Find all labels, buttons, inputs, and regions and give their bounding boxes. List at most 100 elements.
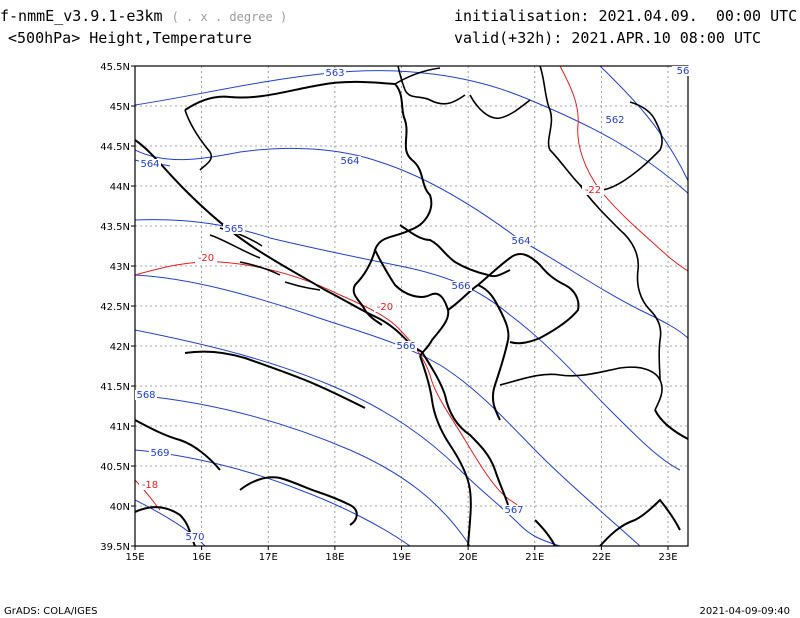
- lon-tick-label: 18E: [325, 552, 344, 563]
- lon-tick-label: 23E: [658, 552, 677, 563]
- contour-564: [135, 147, 688, 339]
- latitude-ticks: 39.5N 40N 40.5N 41N 41.5N 42N 42.5N 43N 43.5N 44N…: [100, 62, 135, 553]
- croatia-bosnia-border: [184, 80, 433, 326]
- dalmatian-islands: [209, 227, 321, 291]
- contour-563: [135, 70, 688, 194]
- macedonia-border: [499, 366, 663, 411]
- montenegro-kosovo-border: [447, 283, 510, 341]
- kosovo-border: [477, 253, 580, 345]
- temperature-label: -18: [142, 480, 158, 491]
- model-name: f-nmmE_v3.9.1-e3km: [0, 7, 163, 25]
- lat-tick-label: 44.5N: [100, 142, 130, 153]
- height-label: 564: [340, 156, 359, 167]
- lat-tick-label: 45N: [110, 102, 130, 113]
- lat-tick-label: 39.5N: [100, 542, 130, 553]
- albania-border: [421, 351, 509, 506]
- bosnia-serbia-border: [399, 224, 511, 278]
- coastline-adriatic-north: [135, 139, 423, 353]
- height-label: 567: [504, 505, 523, 516]
- temperature-label-bg: [374, 302, 396, 312]
- isotherm-minus20: [135, 261, 521, 509]
- temperature-label: -20: [198, 253, 214, 264]
- lat-tick-label: 44N: [110, 182, 130, 193]
- temperature-label: -22: [585, 185, 601, 196]
- adriatic-south-coast: [419, 355, 472, 546]
- temperature-label: -20: [377, 302, 393, 313]
- italy-coast: [135, 350, 366, 546]
- isotherm-minus22: [559, 66, 688, 272]
- longitude-ticks: 15E 16E 17E 18E 19E 20E 21E 22E 23E: [125, 546, 678, 563]
- init-label: initialisation:: [454, 7, 590, 25]
- footer-timestamp: 2021-04-09-09:40: [699, 606, 790, 617]
- contour-562: [599, 66, 688, 182]
- height-label-bg: [149, 448, 171, 458]
- height-label: 566: [396, 341, 415, 352]
- height-label-bg: [324, 68, 346, 78]
- albania-macedonia-border: [491, 339, 509, 421]
- height-label-bg: [184, 532, 206, 542]
- lat-tick-label: 41.5N: [100, 382, 130, 393]
- height-label: 569: [150, 448, 169, 459]
- footer-credit: GrADS: COLA/IGES: [4, 606, 98, 617]
- height-label-bg: [395, 341, 417, 351]
- lat-lon-grid: [135, 66, 688, 546]
- contour-569: [135, 449, 411, 546]
- lon-tick-label: 19E: [392, 552, 411, 563]
- serbia-border-west: [397, 66, 531, 120]
- lat-tick-label: 40N: [110, 502, 130, 513]
- boundaries: [135, 66, 688, 546]
- lat-tick-label: 41N: [110, 422, 130, 433]
- height-label: 566: [451, 281, 470, 292]
- height-label-bg: [139, 159, 161, 169]
- model-title: f-nmmE_v3.9.1-e3km ( . x . degree ): [0, 7, 287, 26]
- valid-value: 2021.APR.10 08:00 UTC: [571, 29, 762, 47]
- lon-tick-label: 15E: [125, 552, 144, 563]
- height-label-bg: [510, 236, 532, 246]
- init-time: initialisation: 2021.04.09. 00:00 UTC: [454, 7, 797, 25]
- height-label: 564: [511, 236, 530, 247]
- lon-tick-label: 22E: [592, 552, 611, 563]
- lon-tick-label: 21E: [525, 552, 544, 563]
- lat-tick-label: 40.5N: [100, 462, 130, 473]
- greece-border: [654, 409, 688, 441]
- height-label: 56: [677, 66, 690, 77]
- valid-time: valid(+32h): 2021.APR.10 08:00 UTC: [454, 29, 761, 47]
- height-label-bg: [503, 505, 525, 515]
- contour-568: [135, 394, 471, 546]
- temperature-label-bg: [139, 480, 161, 490]
- lon-tick-label: 16E: [192, 552, 211, 563]
- height-label-bg: [604, 115, 626, 125]
- montenegro-border: [374, 249, 450, 357]
- height-label-bg: [223, 224, 245, 234]
- lat-tick-label: 45.5N: [100, 62, 130, 73]
- height-label: 570: [185, 532, 204, 543]
- height-label: 565: [224, 224, 243, 235]
- temperature-contour-labels: -22 -20 -20 -18: [139, 185, 604, 491]
- lat-tick-label: 43N: [110, 262, 130, 273]
- height-label-bg: [672, 66, 694, 76]
- height-label: 564: [140, 159, 159, 170]
- height-label: 563: [325, 68, 344, 79]
- units-label: ( . x . degree ): [171, 10, 288, 24]
- height-label-bg: [135, 390, 157, 400]
- height-label-bg: [339, 156, 361, 166]
- height-label: 562: [605, 115, 624, 126]
- lon-tick-label: 20E: [459, 552, 478, 563]
- init-value: 2021.04.09. 00:00 UTC: [598, 7, 798, 25]
- lon-tick-label: 17E: [259, 552, 278, 563]
- lat-tick-label: 42N: [110, 342, 130, 353]
- height-contours: [135, 66, 688, 546]
- croatia-north-border: [184, 67, 441, 171]
- greek-coast: [534, 498, 681, 546]
- contour-566: [135, 274, 641, 546]
- height-contour-labels: 563 56 562 564 564 564 565 566 566 567 568 569 570: [135, 66, 694, 543]
- lat-tick-label: 42.5N: [100, 302, 130, 313]
- lat-tick-label: 43.5N: [100, 222, 130, 233]
- height-label-bg: [450, 281, 472, 291]
- contour-567: [135, 329, 561, 546]
- bulgaria-border: [579, 184, 662, 381]
- variable-title: <500hPa> Height,Temperature: [8, 29, 252, 47]
- height-label: 568: [136, 390, 155, 401]
- valid-label: valid(+32h):: [454, 29, 563, 47]
